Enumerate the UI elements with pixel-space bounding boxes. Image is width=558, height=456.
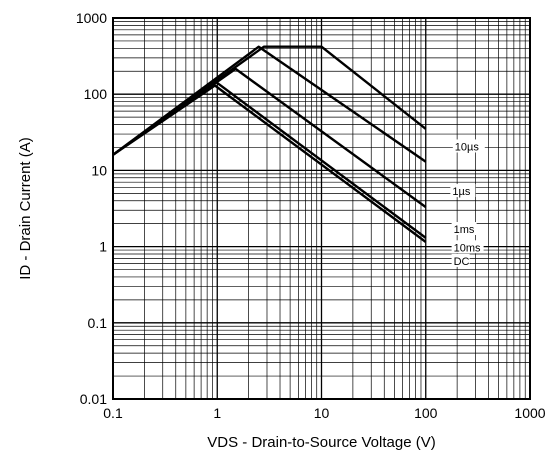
y-tick-label: 10 xyxy=(91,162,107,178)
curve-label-bg xyxy=(452,139,485,153)
y-tick-label: 1 xyxy=(99,239,107,255)
series-line-DC xyxy=(112,84,427,243)
x-tick-label: 1000 xyxy=(514,405,545,421)
x-tick-label: 1 xyxy=(213,405,221,421)
series-line-10s xyxy=(112,45,427,156)
curve-label-bg xyxy=(451,253,470,267)
y-tick-label: 0.1 xyxy=(88,315,108,331)
x-tick-label: 0.1 xyxy=(103,405,123,421)
x-tick-label: 100 xyxy=(414,405,438,421)
curve-label-bg xyxy=(451,222,477,236)
x-axis-title: VDS - Drain-to-Source Voltage (V) xyxy=(207,434,435,451)
series-group xyxy=(112,45,427,243)
y-tick-label: 100 xyxy=(84,86,108,102)
x-tick-label: 10 xyxy=(314,405,330,421)
curve-label: 1µs xyxy=(452,186,470,198)
curve-labels: 10µs 1µs 1ms 10ms DC xyxy=(450,139,485,268)
series-line-1ms xyxy=(112,67,427,209)
y-tick-label: 1000 xyxy=(76,10,107,26)
curve-label: DC xyxy=(454,256,470,268)
curve-label: 1ms xyxy=(454,224,475,236)
grid xyxy=(112,18,530,400)
y-tick-label: 0.01 xyxy=(80,391,107,407)
series-line-10ms xyxy=(112,79,427,239)
curve-label-bg xyxy=(450,184,476,198)
curve-label-bg xyxy=(451,240,484,254)
series-line-1s xyxy=(112,45,427,163)
curve-label: 10µs xyxy=(455,141,480,153)
y-axis-title: ID - Drain Current (A) xyxy=(17,137,34,280)
curve-label: 10ms xyxy=(454,242,481,254)
plot-frame xyxy=(112,17,531,400)
